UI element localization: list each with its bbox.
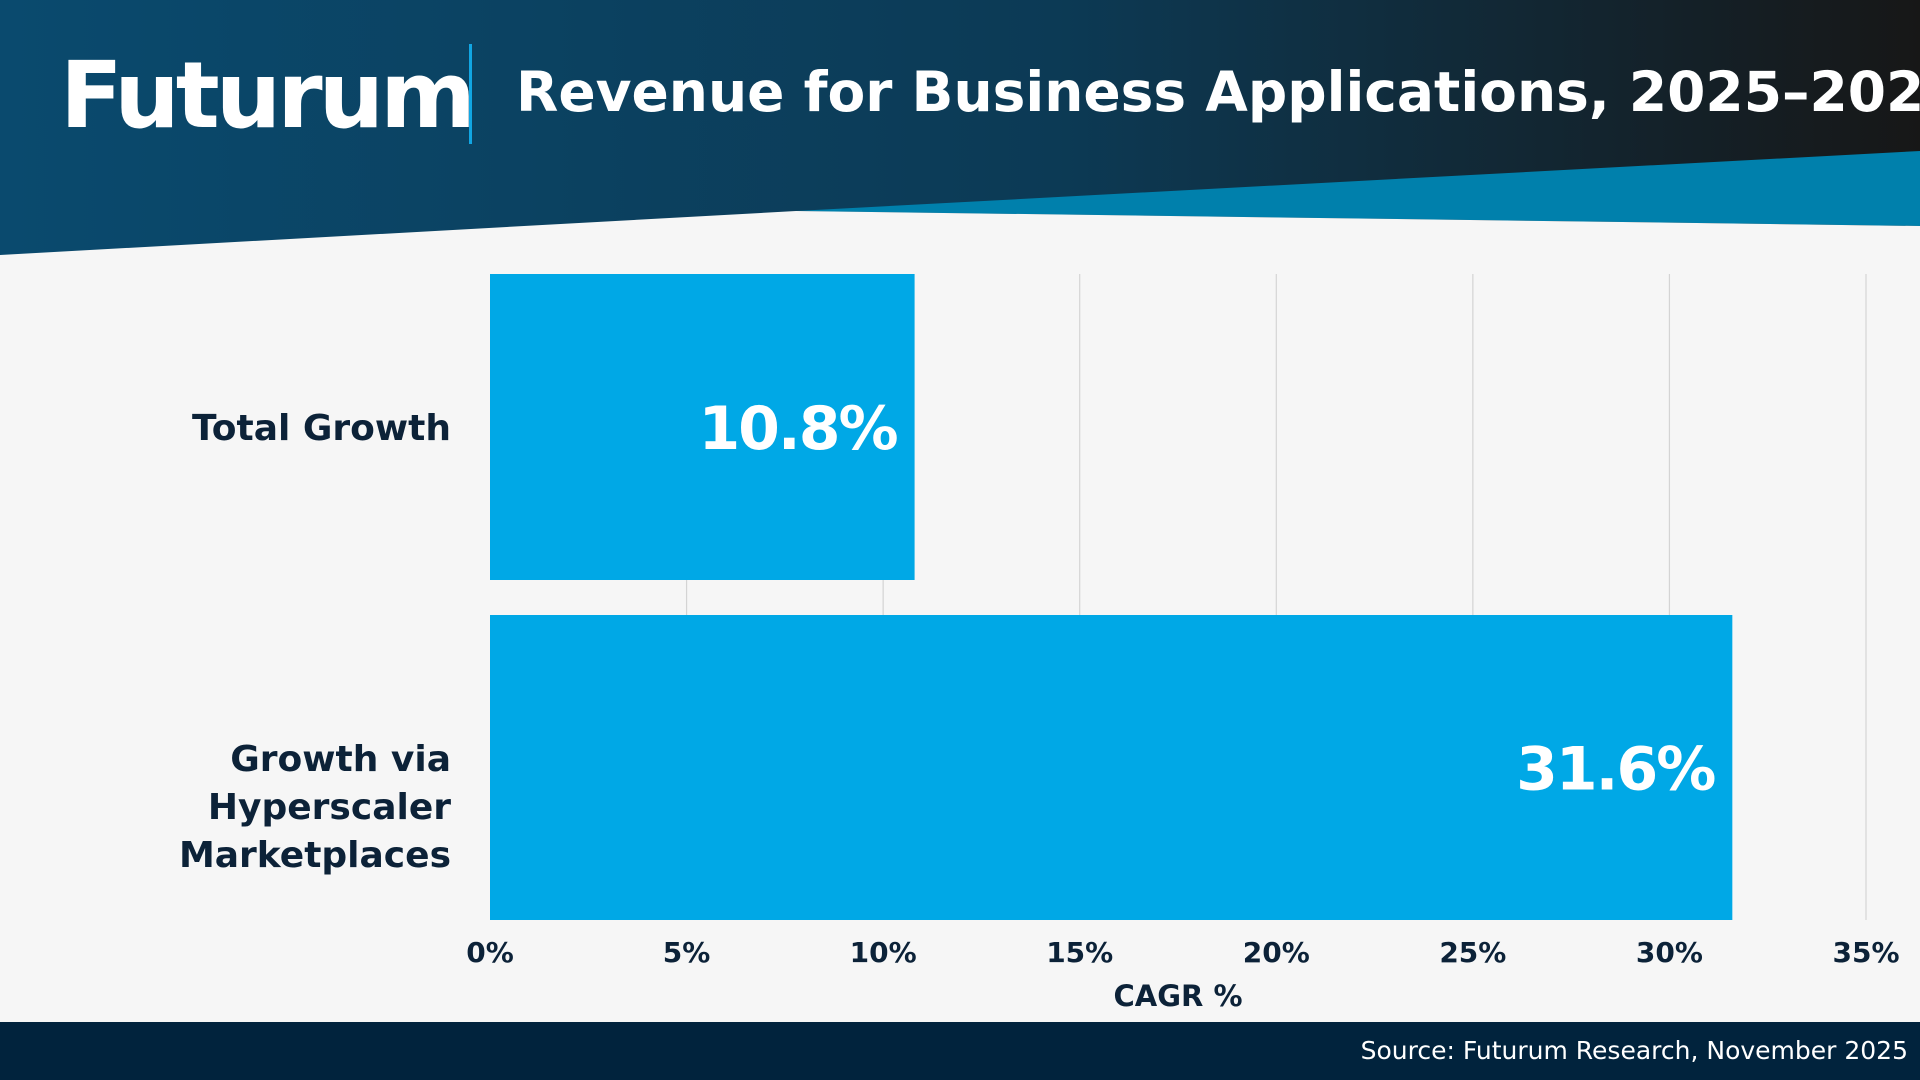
x-axis-label: CAGR %	[1113, 979, 1242, 1013]
x-tick-label: 35%	[1832, 936, 1899, 969]
category-label-total-growth: Total Growth	[11, 405, 451, 453]
x-tick-label: 10%	[850, 936, 917, 969]
chart-title: Revenue for Business Applications, 2025–…	[516, 60, 1920, 124]
header-divider	[469, 44, 472, 144]
header-white-cut	[0, 211, 1920, 260]
bar	[490, 274, 915, 580]
category-label-line: Total Growth	[191, 408, 451, 449]
header-banner	[0, 0, 1920, 260]
x-tick-label: 20%	[1243, 936, 1310, 969]
data-label: 10.8%	[698, 394, 897, 464]
x-tick-label: 0%	[466, 936, 514, 969]
x-tick-label: 25%	[1439, 936, 1506, 969]
futurum-logo: Futurum	[60, 42, 476, 149]
x-tick-label: 30%	[1636, 936, 1703, 969]
source-note: Source: Futurum Research, November 2025	[1360, 1036, 1908, 1065]
data-label: 31.6%	[1516, 735, 1715, 805]
footer-bar: Source: Futurum Research, November 2025	[0, 1022, 1920, 1080]
header-teal-wedge	[796, 151, 1920, 226]
x-tick-label: 5%	[663, 936, 711, 969]
x-tick-label: 15%	[1046, 936, 1113, 969]
category-label-line: Growth via Hyperscaler	[207, 739, 451, 828]
category-label-line: Marketplaces	[178, 835, 451, 876]
category-label-hyperscaler: Growth via Hyperscaler Marketplaces	[11, 736, 451, 880]
bar	[490, 615, 1733, 920]
